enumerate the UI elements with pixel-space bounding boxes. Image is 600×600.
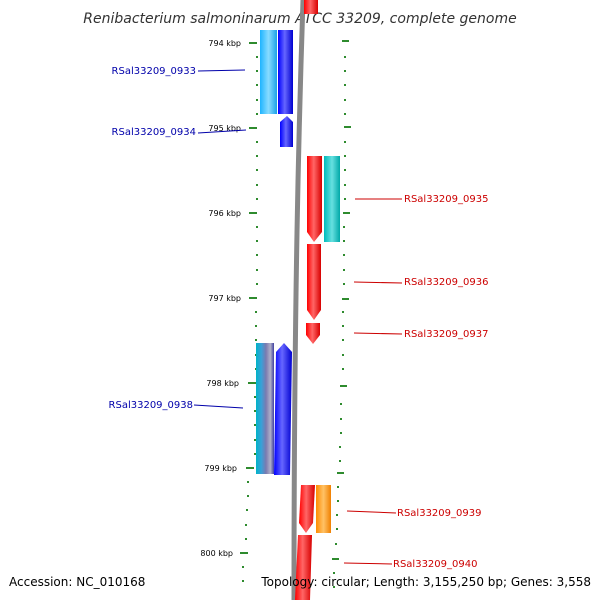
gene-label-rsal33209-0933[interactable]: RSal33209_0933 xyxy=(112,66,196,77)
tick-label: 795 kbp xyxy=(208,124,241,133)
label-leader xyxy=(193,404,244,409)
gene-arrow-rsal33209-0940[interactable] xyxy=(295,535,312,600)
gene-arrow-rsal33209-0933[interactable] xyxy=(278,30,293,114)
gene-arrow-rsal33209-0937[interactable] xyxy=(306,323,320,344)
backbone-line xyxy=(291,0,306,600)
gene-arrow-rsal33209-0934[interactable] xyxy=(280,116,293,147)
gene-arrow-rsal33209-0935[interactable] xyxy=(307,156,322,242)
label-leader xyxy=(197,69,246,72)
gene-label-rsal33209-0937[interactable]: RSal33209_0937 xyxy=(404,329,488,340)
accession-text: Accession: NC_010168 xyxy=(9,575,145,589)
cog-block xyxy=(316,485,331,533)
cog-block xyxy=(260,30,277,114)
gene-label-rsal33209-0936[interactable]: RSal33209_0936 xyxy=(404,277,488,288)
tick-label: 794 kbp xyxy=(208,39,241,48)
reverse-strand-ticks xyxy=(240,42,258,582)
label-leader xyxy=(353,281,403,284)
gene-label-rsal33209-0939[interactable]: RSal33209_0939 xyxy=(397,508,481,519)
gene-arrow-rsal33209-0936[interactable] xyxy=(307,244,321,320)
tick-label: 800 kbp xyxy=(200,549,233,558)
upstream-gene[interactable] xyxy=(304,0,318,14)
label-leader xyxy=(353,332,403,335)
label-leader xyxy=(343,562,393,565)
topology-text: Topology: circular; Length: 3,155,250 bp… xyxy=(260,575,591,589)
gene-label-rsal33209-0940[interactable]: RSal33209_0940 xyxy=(393,559,477,570)
cog-block xyxy=(324,156,340,242)
gene-label-rsal33209-0934[interactable]: RSal33209_0934 xyxy=(112,127,196,138)
tick-label: 798 kbp xyxy=(206,379,239,388)
forward-strand-ticks xyxy=(332,40,351,588)
gene-label-rsal33209-0935[interactable]: RSal33209_0935 xyxy=(404,194,488,205)
gene-label-rsal33209-0938[interactable]: RSal33209_0938 xyxy=(109,400,193,411)
tick-label: 799 kbp xyxy=(204,464,237,473)
gene-arrow-rsal33209-0939[interactable] xyxy=(299,485,315,533)
cog-block xyxy=(256,343,274,474)
gene-arrow-rsal33209-0938[interactable] xyxy=(274,343,292,475)
tick-label: 797 kbp xyxy=(208,294,241,303)
label-leader xyxy=(346,510,397,514)
tick-label: 796 kbp xyxy=(208,209,241,218)
label-leader xyxy=(197,129,247,134)
